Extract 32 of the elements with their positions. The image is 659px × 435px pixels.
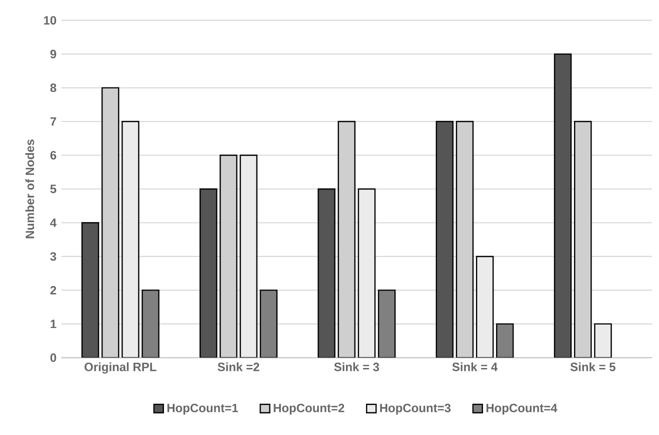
legend-label: HopCount=2: [274, 404, 344, 415]
bar: [200, 188, 218, 358]
bar: [554, 53, 572, 358]
bar: [358, 188, 376, 358]
bar: [260, 290, 278, 358]
legend-label: HopCount=3: [380, 404, 451, 415]
bar: [318, 188, 336, 358]
y-tick-label: 0: [50, 353, 56, 362]
y-tick-label: 9: [50, 50, 56, 58]
x-tick-label: Original RPL: [84, 362, 156, 374]
y-tick-label: 10: [44, 16, 56, 25]
y-tick-label: 4: [50, 218, 57, 227]
y-axis-title: Number of Nodes: [25, 139, 34, 238]
bar: [436, 120, 454, 358]
legend-label: HopCount=1: [167, 404, 238, 415]
bar: [378, 290, 396, 358]
x-tick-label: Sink = 5: [570, 362, 616, 372]
x-tick-label: Sink = 3: [334, 362, 380, 372]
bar: [476, 256, 494, 358]
bar: [240, 154, 258, 358]
bar: [122, 120, 140, 358]
y-tick-label: 8: [50, 84, 56, 92]
x-tick-label: Sink = 4: [452, 362, 498, 372]
y-tick-label: 1: [50, 320, 56, 328]
legend-label: HopCount=4: [486, 404, 558, 415]
y-tick-label: 7: [50, 117, 56, 126]
bar: [81, 222, 100, 358]
x-tick-label: Sink =2: [218, 362, 260, 372]
y-tick-label: 5: [50, 184, 56, 194]
y-tick-label: 6: [50, 151, 56, 160]
y-tick-label: 2: [50, 286, 56, 294]
y-tick-label: 3: [50, 252, 56, 261]
